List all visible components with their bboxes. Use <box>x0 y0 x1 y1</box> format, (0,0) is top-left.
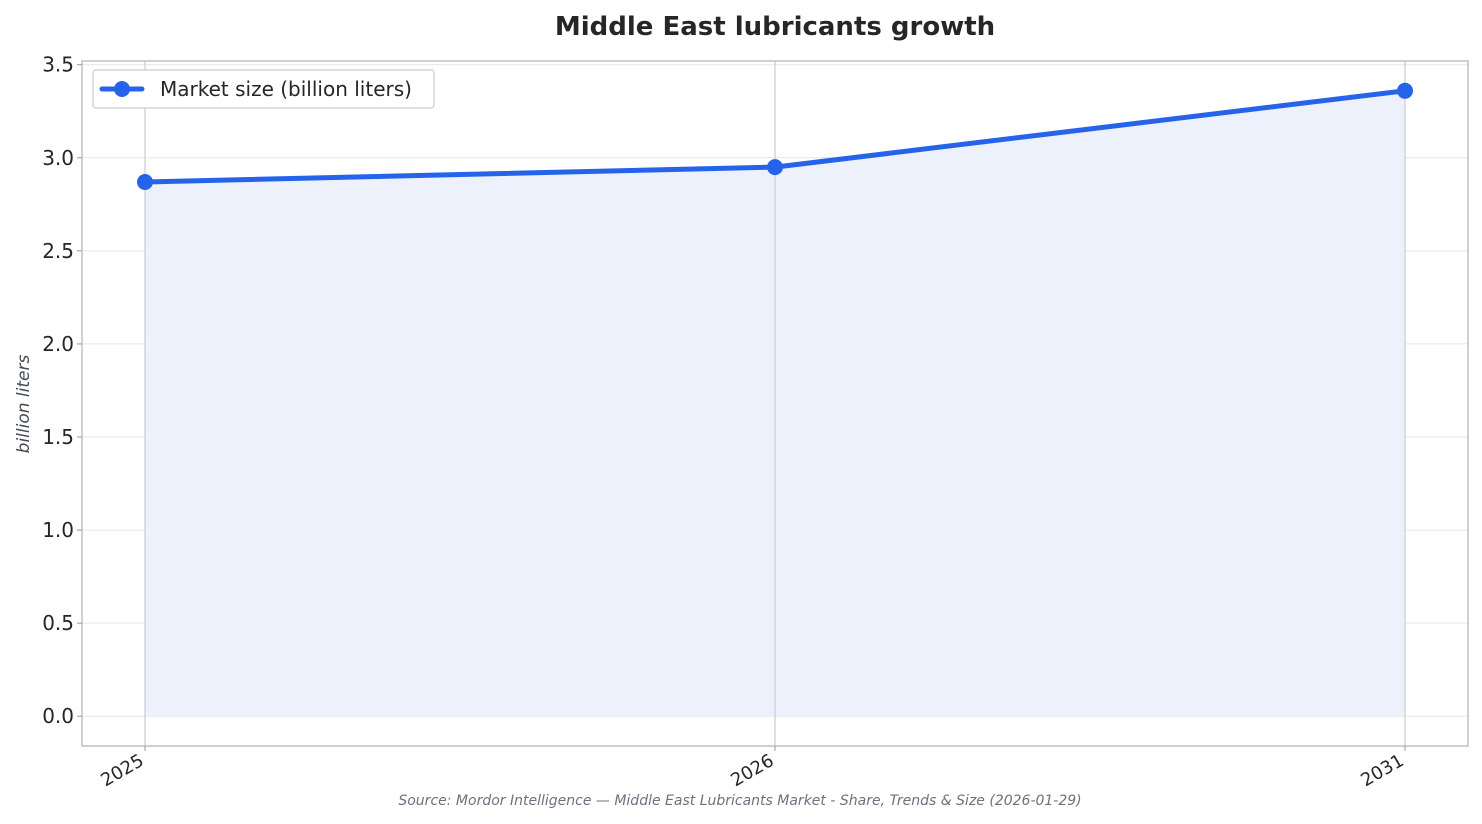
x-tick-label: 2025 <box>97 750 147 791</box>
data-point-2031 <box>1397 82 1413 99</box>
y-tick-label: 2.5 <box>42 239 74 263</box>
data-point-2026 <box>767 159 783 176</box>
legend-label: Market size (billion liters) <box>160 77 412 101</box>
legend-marker <box>114 81 130 97</box>
y-tick-label: 0.5 <box>42 611 74 635</box>
legend-box <box>92 69 435 109</box>
chart-title: Middle East lubricants growth <box>555 12 995 42</box>
x-tick-label: 2026 <box>727 750 777 791</box>
x-tick-label: 2031 <box>1357 750 1407 791</box>
y-tick-label: 2.0 <box>42 332 74 356</box>
source-note: Source: Mordor Intelligence — Middle Eas… <box>398 793 1081 809</box>
y-tick-label: 0.0 <box>42 704 74 728</box>
y-axis-label: billion liters <box>14 355 34 454</box>
x-axis-ticks: 2025 2026 2031 <box>97 746 1408 791</box>
legend: Market size (billion liters) <box>92 69 435 109</box>
y-tick-label: 3.5 <box>42 53 74 77</box>
y-axis-ticks: 0.0 0.5 1.0 1.5 2.0 2.5 3.0 3.5 <box>42 53 82 728</box>
y-tick-label: 1.0 <box>42 518 74 542</box>
data-point-2025 <box>137 173 153 190</box>
y-tick-label: 3.0 <box>42 146 74 170</box>
y-tick-label: 1.5 <box>42 425 74 449</box>
data-points <box>137 82 1413 190</box>
